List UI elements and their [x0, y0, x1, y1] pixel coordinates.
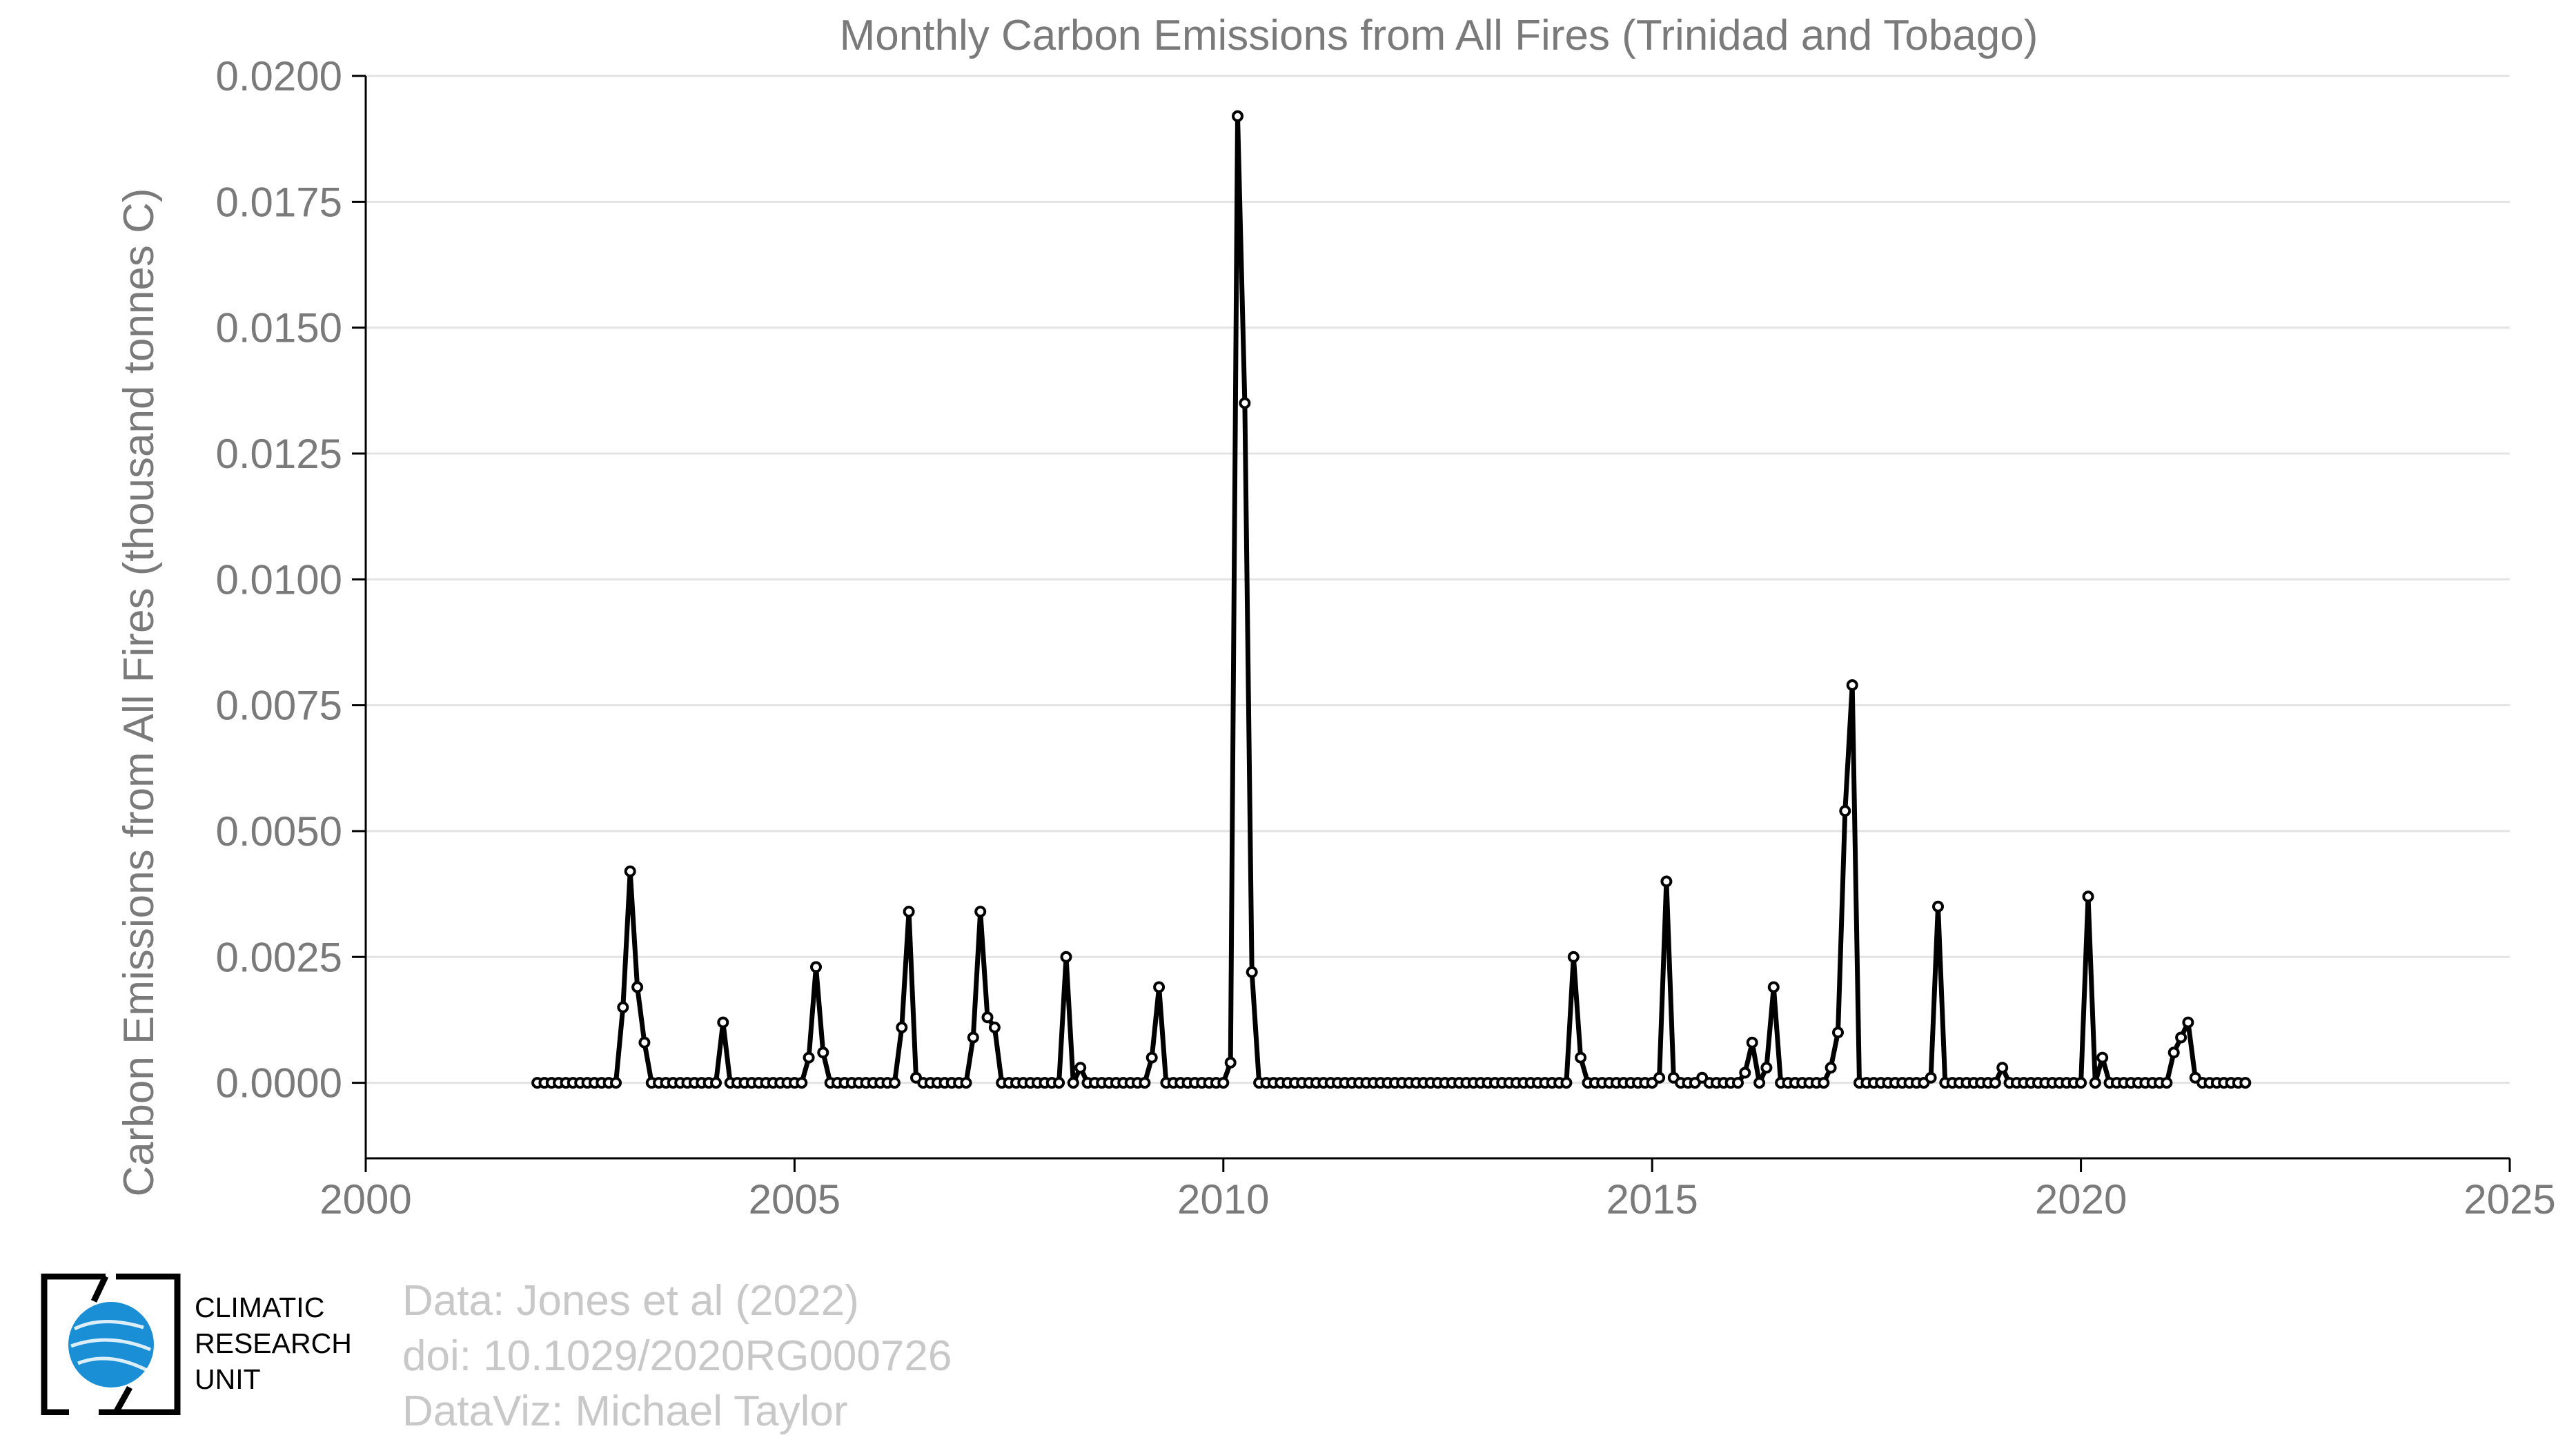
credit-doi: doi: 10.1029/2020RG000726: [402, 1332, 952, 1380]
x-tick-label-5: 2025: [2464, 1176, 2555, 1223]
data-point-52: [903, 906, 915, 918]
data-point-15: [638, 1036, 651, 1049]
data-point-146: [1575, 1051, 1587, 1064]
y-tick-label-4: 0.0100: [215, 556, 342, 603]
credit-dataviz: DataViz: Michael Taylor: [402, 1387, 848, 1435]
data-point-228: [2161, 1077, 2173, 1089]
gridlines: [366, 75, 2510, 1084]
data-point-99: [1239, 397, 1251, 409]
data-point-61: [967, 1031, 979, 1044]
data-point-145: [1567, 951, 1580, 963]
data-point-13: [624, 865, 636, 877]
data-point-11: [610, 1077, 622, 1089]
data-point-195: [1925, 1071, 1937, 1084]
cru-logo: [41, 1274, 181, 1415]
y-tick-label-0: 0.0000: [215, 1060, 342, 1107]
data-point-184: [1846, 679, 1858, 691]
x-tick-label-4: 2020: [2035, 1176, 2127, 1223]
data-point-51: [896, 1021, 908, 1033]
data-point-40: [817, 1046, 829, 1059]
data-point-26: [717, 1016, 729, 1029]
data-point-38: [803, 1051, 815, 1064]
data-point-12: [617, 1001, 629, 1013]
logo-line-3: UNIT: [195, 1363, 261, 1395]
data-point-217: [2082, 890, 2094, 903]
data-point-204: [1989, 1077, 2001, 1089]
x-tick-label-3: 2015: [1606, 1176, 1698, 1223]
y-tick-label-7: 0.0175: [215, 179, 342, 225]
data-point-14: [631, 981, 644, 993]
logo-line-1: CLIMATIC: [195, 1292, 325, 1323]
data-point-76: [1074, 1062, 1087, 1074]
credit-data-source: Data: Jones et al (2022): [402, 1277, 859, 1325]
y-tick-label-1: 0.0025: [215, 934, 342, 980]
data-point-25: [710, 1077, 722, 1089]
data-point-168: [1732, 1077, 1744, 1089]
y-tick-label-2: 0.0050: [215, 808, 342, 855]
data-point-239: [2239, 1077, 2252, 1089]
data-point-173: [1767, 981, 1780, 993]
data-point-216: [2075, 1077, 2087, 1089]
data-point-64: [988, 1021, 1001, 1033]
x-tick-label-2: 2010: [1177, 1176, 1269, 1223]
data-point-97: [1224, 1056, 1237, 1069]
data-point-205: [1996, 1062, 2009, 1074]
data-point-218: [2089, 1077, 2101, 1089]
x-tick-label-0: 2000: [319, 1176, 411, 1223]
data-point-182: [1832, 1026, 1844, 1039]
data-point-196: [1932, 900, 1944, 913]
y-tick-label-5: 0.0125: [215, 431, 342, 477]
data-point-73: [1053, 1077, 1065, 1089]
data-point-62: [974, 906, 987, 918]
axes: 0.0000 0.0025 0.0050 0.0075 0.0100 0.0125 0.01…: [215, 53, 2555, 1223]
data-point-74: [1060, 951, 1072, 963]
data-point-181: [1825, 1062, 1837, 1074]
data-point-230: [2175, 1031, 2187, 1044]
data-point-60: [960, 1077, 972, 1089]
data-point-85: [1139, 1077, 1151, 1089]
data-point-75: [1067, 1077, 1079, 1089]
data-point-171: [1753, 1077, 1766, 1089]
data-point-37: [796, 1077, 808, 1089]
data-point-96: [1217, 1077, 1230, 1089]
series-line: [537, 113, 2245, 1086]
data-point-98: [1232, 110, 1243, 122]
data-point-39: [810, 961, 822, 973]
data-point-170: [1746, 1036, 1758, 1049]
data-point-169: [1739, 1067, 1751, 1079]
data-point-50: [888, 1077, 901, 1089]
data-point-231: [2182, 1016, 2194, 1029]
series-line-group: [531, 110, 2252, 1089]
x-tick-label-1: 2005: [749, 1176, 840, 1223]
y-tick-label-8: 0.0200: [215, 53, 342, 99]
logo-text: CLIMATIC RESEARCH UNIT: [195, 1289, 352, 1397]
y-axis-label: Carbon Emissions from All Fires (thousan…: [115, 188, 163, 1196]
data-point-219: [2096, 1051, 2109, 1064]
logo-line-2: RESEARCH: [195, 1327, 352, 1359]
credits: Data: Jones et al (2022) doi: 10.1029/20…: [402, 1274, 952, 1439]
data-point-86: [1146, 1051, 1158, 1064]
chart-title: Monthly Carbon Emissions from All Fires …: [840, 12, 2038, 59]
data-point-180: [1818, 1077, 1830, 1089]
data-point-172: [1760, 1062, 1773, 1074]
y-tick-label-3: 0.0075: [215, 683, 342, 729]
y-tick-label-6: 0.0150: [215, 305, 342, 351]
data-point-100: [1246, 966, 1258, 978]
data-point-229: [2167, 1046, 2180, 1059]
data-point-157: [1653, 1071, 1666, 1084]
data-point-158: [1660, 875, 1673, 888]
data-point-144: [1560, 1077, 1573, 1089]
data-point-63: [981, 1011, 994, 1024]
data-point-87: [1153, 981, 1166, 993]
data-point-183: [1839, 805, 1851, 817]
